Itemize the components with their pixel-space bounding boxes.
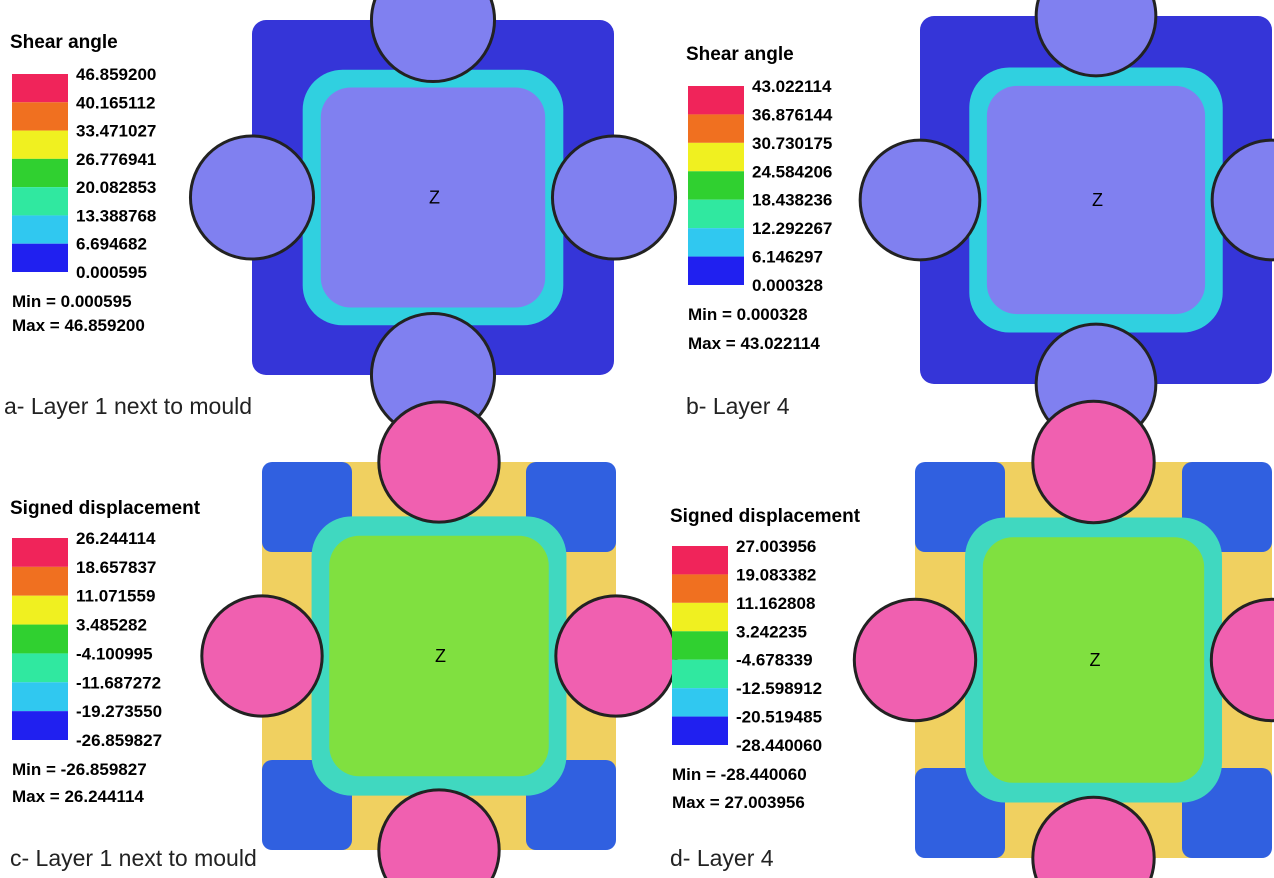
caption: b- Layer 4 [686, 393, 790, 419]
mould-cutout [379, 402, 499, 522]
legend-swatch [672, 574, 728, 602]
legend-swatch [688, 228, 744, 256]
legend-level: 36.876144 [752, 105, 833, 124]
legend-level: 6.694682 [76, 235, 147, 254]
legend-level: 27.003956 [736, 537, 816, 556]
image-marker: Z [435, 646, 446, 666]
legend-swatch [688, 200, 744, 228]
legend-level: 20.082853 [76, 178, 156, 197]
legend-swatch [12, 215, 68, 243]
legend-swatch [688, 143, 744, 171]
legend-level: -4.678339 [736, 651, 813, 670]
legend-level: 18.438236 [752, 191, 832, 210]
caption: d- Layer 4 [670, 845, 774, 871]
caption: c- Layer 1 next to mould [10, 845, 257, 871]
mould-cutout [552, 136, 675, 259]
mould-cutout [854, 599, 975, 720]
legend-level: 3.242235 [736, 622, 807, 641]
legend-swatch [12, 596, 68, 625]
legend-max: Max = 43.022114 [688, 334, 820, 353]
contour-image: Z [854, 401, 1274, 878]
mould-cutout [860, 140, 980, 260]
legend-swatch [688, 114, 744, 142]
legend-level: -19.273550 [76, 702, 162, 721]
legend-swatch [672, 660, 728, 688]
legend-level: 19.083382 [736, 565, 816, 584]
contour-image: Z [202, 402, 676, 878]
contour-image: Z [860, 0, 1274, 444]
legend-swatch [12, 74, 68, 102]
legend-swatch [672, 688, 728, 716]
legend-swatch [12, 682, 68, 711]
legend-level: 11.162808 [736, 594, 815, 613]
legend-swatch [12, 244, 68, 272]
legend-title: Shear angle [10, 32, 118, 53]
legend-swatch [12, 159, 68, 187]
image-marker: Z [1092, 190, 1103, 210]
legend-level: -4.100995 [76, 644, 153, 663]
legend-level: 24.584206 [752, 162, 832, 181]
legend-swatch [12, 653, 68, 682]
legend-level: 30.730175 [752, 134, 832, 153]
legend-level: 0.000328 [752, 276, 823, 295]
legend-swatch [672, 546, 728, 574]
legend-swatch [12, 102, 68, 130]
legend-level: 40.165112 [76, 93, 155, 112]
caption: a- Layer 1 next to mould [4, 393, 252, 419]
legend-level: 12.292267 [752, 219, 832, 238]
image-marker: Z [429, 188, 440, 208]
legend-swatch [672, 603, 728, 631]
panel: Shear angle 43.022114 36.876144 30.730175 24… [686, 0, 1274, 444]
panel: Signed displacement 26.244114 18.657837 11.… [10, 402, 676, 878]
legend-level: 43.022114 [752, 77, 832, 96]
legend-level: 3.485282 [76, 616, 147, 635]
legend-level: 26.776941 [76, 150, 156, 169]
legend-min: Min = -26.859827 [12, 760, 147, 779]
legend-swatch [672, 631, 728, 659]
mould-cutout [556, 596, 676, 716]
legend-level: 11.071559 [76, 587, 155, 606]
legend-title: Signed displacement [10, 498, 201, 519]
legend-min: Min = 0.000595 [12, 292, 132, 311]
legend-title: Shear angle [686, 44, 794, 65]
panel: Shear angle 46.859200 40.165112 33.471027 26… [4, 0, 676, 437]
legend-level: 6.146297 [752, 248, 823, 267]
legend-level: 26.244114 [76, 529, 156, 548]
legend-max: Max = 46.859200 [12, 316, 145, 335]
legend-level: -28.440060 [736, 736, 822, 755]
legend-min: Min = -28.440060 [672, 765, 807, 784]
legend-level: -26.859827 [76, 731, 162, 750]
legend-swatch [12, 567, 68, 596]
legend-title: Signed displacement [670, 506, 861, 527]
legend-swatch [688, 171, 744, 199]
legend-level: 13.388768 [76, 206, 156, 225]
image-marker: Z [1090, 650, 1101, 670]
legend-max: Max = 26.244114 [12, 787, 144, 806]
mould-cutout [190, 136, 313, 259]
legend-level: 33.471027 [76, 122, 156, 141]
legend-swatch [12, 187, 68, 215]
legend-level: 18.657837 [76, 558, 156, 577]
mould-cutout [1033, 401, 1154, 522]
legend-min: Min = 0.000328 [688, 305, 808, 324]
legend-swatch [12, 711, 68, 740]
legend-swatch [12, 538, 68, 567]
legend-swatch [12, 625, 68, 654]
mould-cutout [202, 596, 322, 716]
legend-level: -12.598912 [736, 679, 822, 698]
legend-swatch [12, 131, 68, 159]
legend-swatch [688, 86, 744, 114]
legend-level: 0.000595 [76, 263, 147, 282]
legend-swatch [688, 257, 744, 285]
legend-max: Max = 27.003956 [672, 793, 805, 812]
contour-image: Z [190, 0, 675, 437]
legend-swatch [672, 717, 728, 745]
legend-level: -20.519485 [736, 708, 822, 727]
legend-level: -11.687272 [76, 673, 161, 692]
figure: Shear angle 46.859200 40.165112 33.471027 26… [0, 0, 1274, 878]
legend-level: 46.859200 [76, 65, 156, 84]
panel: Signed displacement 27.003956 19.083382 11.… [670, 401, 1274, 878]
